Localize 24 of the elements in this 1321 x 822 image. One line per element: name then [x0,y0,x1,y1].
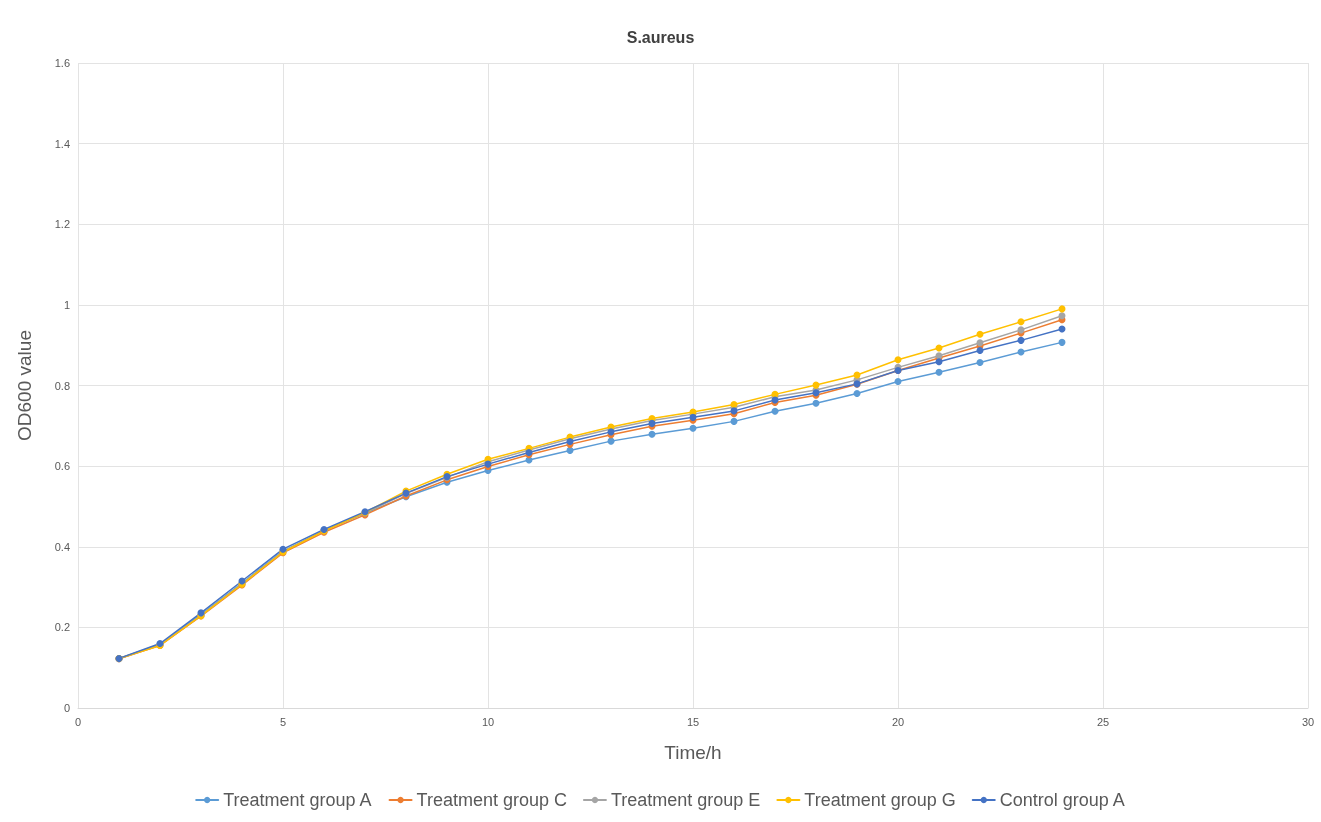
x-tick-label: 30 [1301,715,1315,728]
y-tick-label: 1.6 [54,57,70,69]
x-tick-label: 0 [74,715,82,728]
y-tick-label: 0 [63,702,70,714]
y-tick-label: 1.4 [54,137,70,150]
legend-label: Treatment group E [610,790,761,810]
y-tick-label: 0.2 [54,621,70,634]
legend-label: Treatment group G [804,790,956,810]
x-tick-label: 5 [279,715,287,728]
y-axis-title: OD600 value [14,330,35,441]
x-tick-label: 25 [1096,715,1110,728]
legend-label: Treatment group A [223,790,372,810]
x-tick-label: 20 [891,715,905,728]
y-tick-label: 0.4 [54,540,70,553]
y-tick-label: 0.8 [54,379,70,392]
chart-title: S.aureus [626,28,695,46]
x-tick-label: 10 [481,715,495,728]
legend-label: Treatment group C [416,790,567,810]
y-tick-label: 1.2 [54,218,70,231]
y-tick-label: 0.6 [54,460,70,473]
y-tick-label: 1 [63,298,70,311]
x-tick-label: 15 [686,715,700,728]
x-axis-title: Time/h [664,742,722,763]
legend-label: Control group A [999,790,1125,810]
